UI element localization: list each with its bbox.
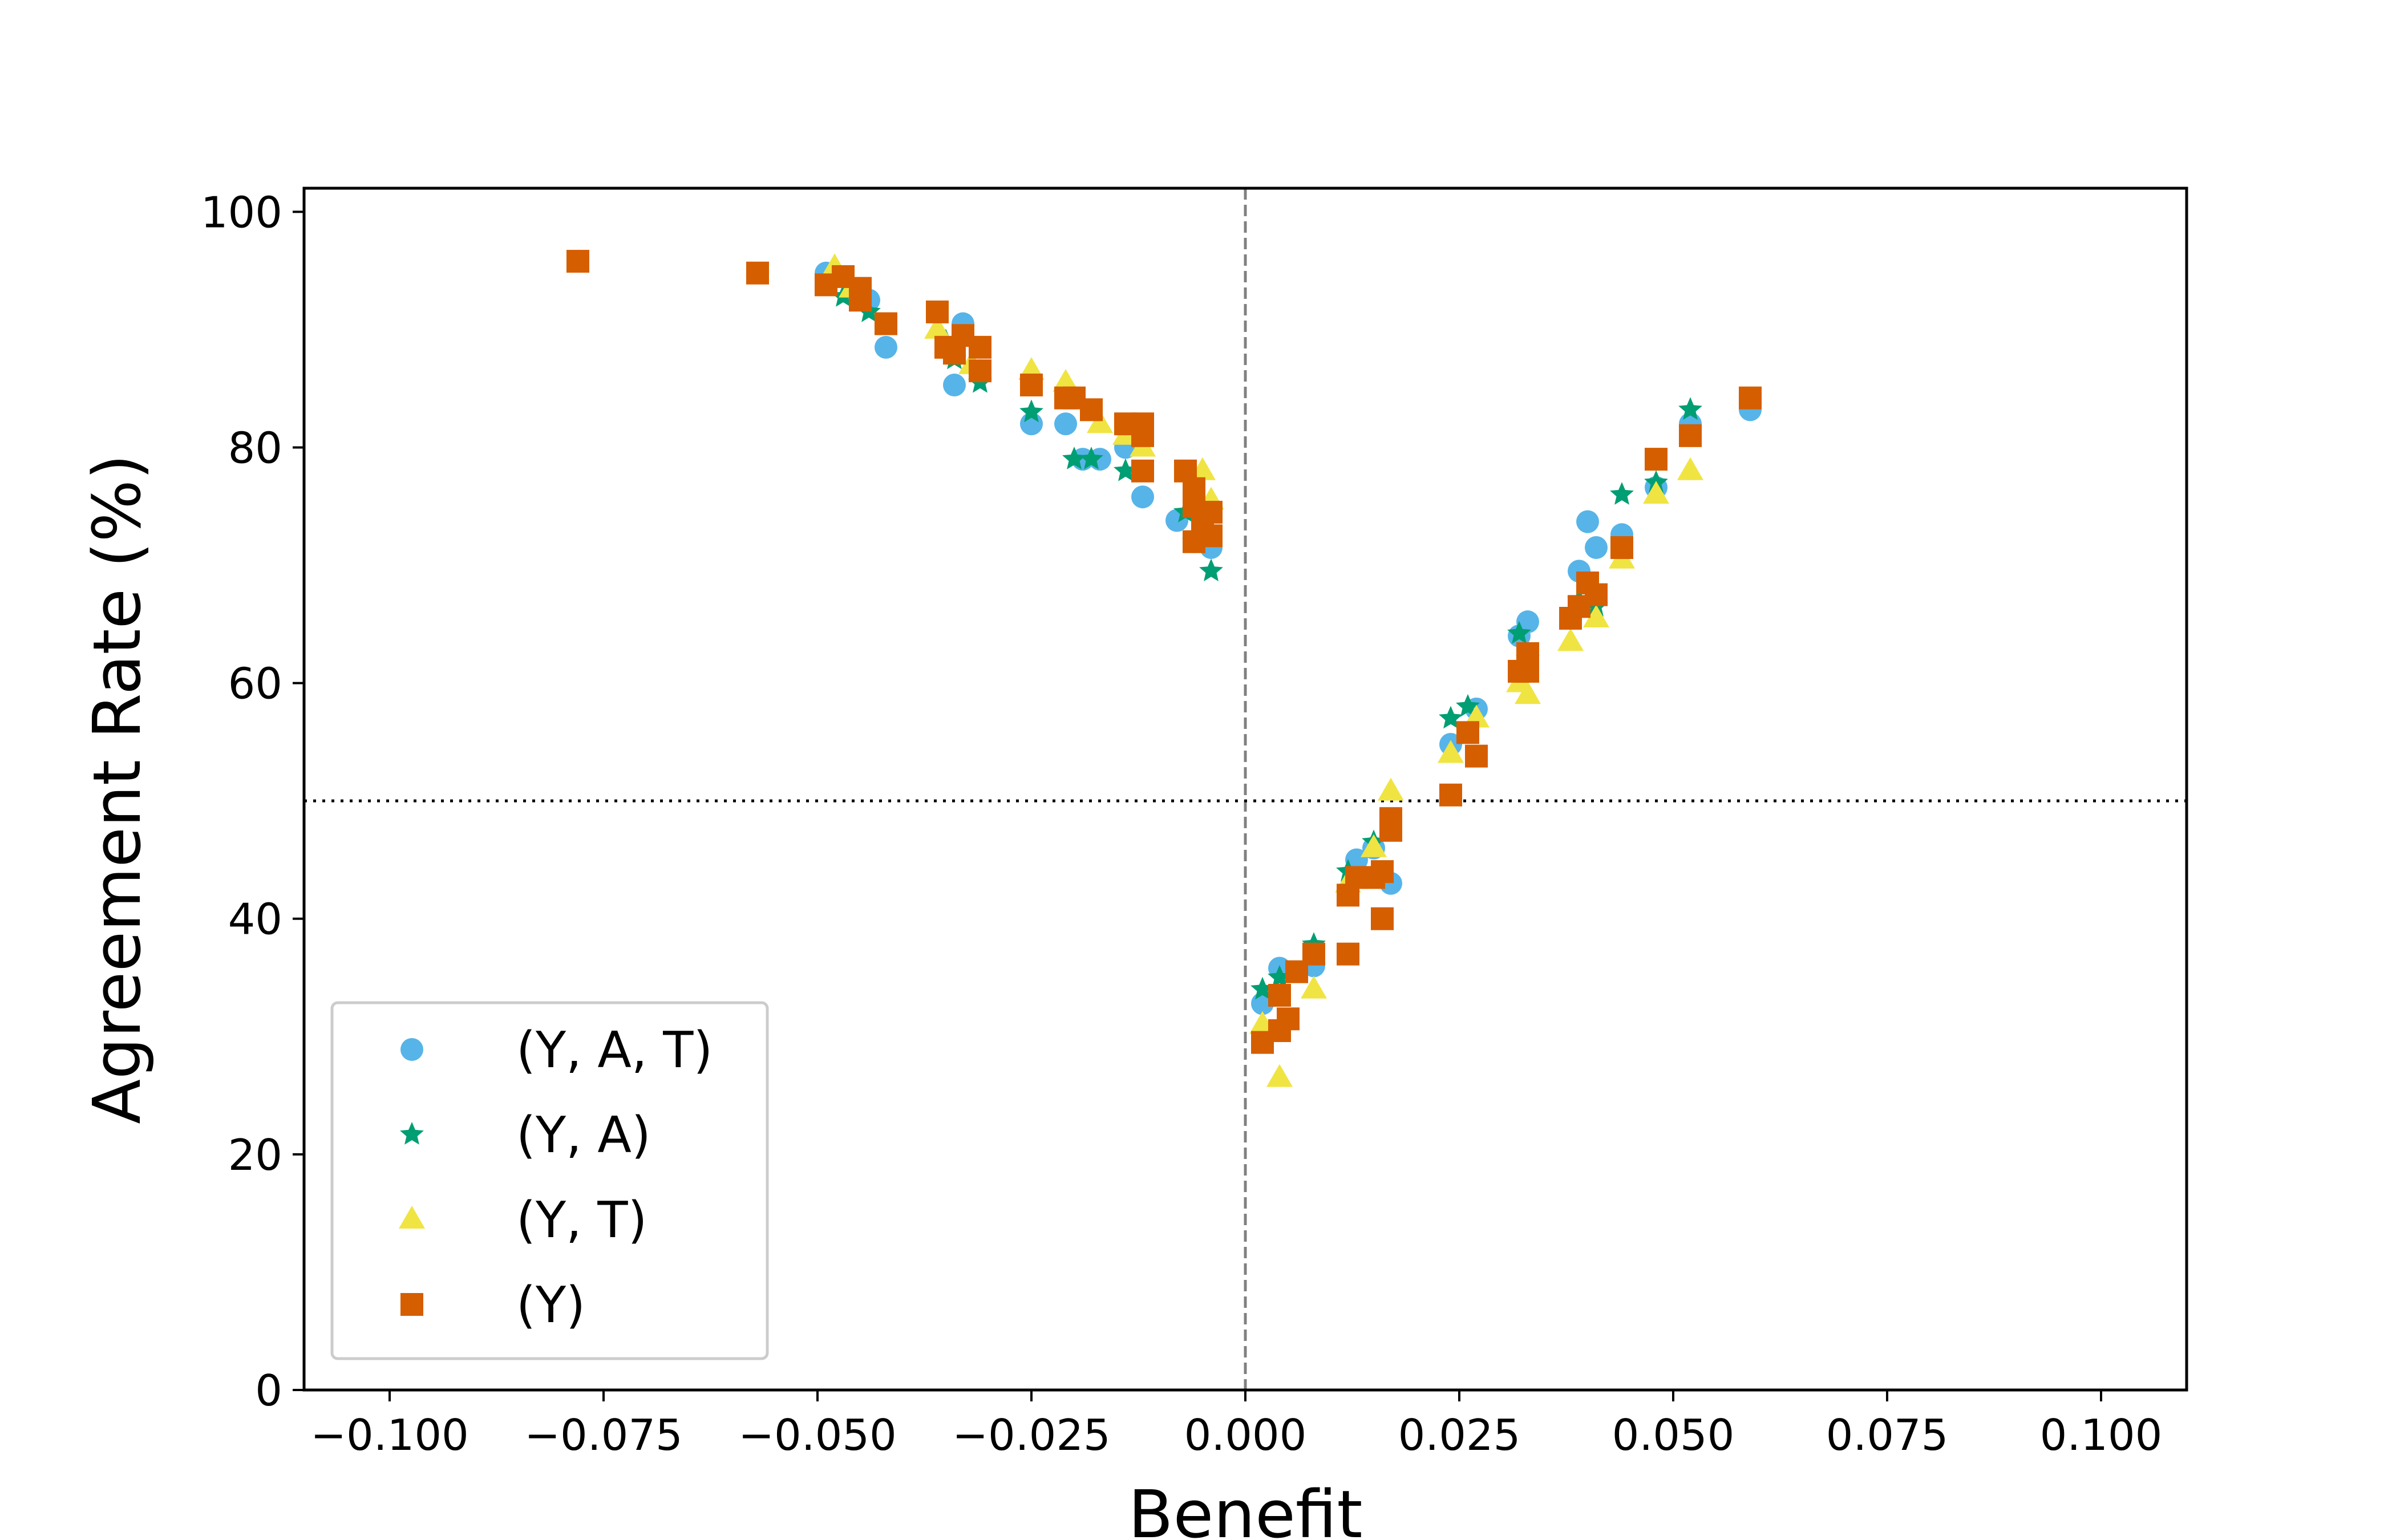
data-point <box>1266 1064 1293 1087</box>
legend-label: (Y, A, T) <box>516 1021 713 1079</box>
data-point <box>1439 783 1462 807</box>
data-point <box>849 289 872 312</box>
x-tick-label: −0.025 <box>952 1410 1111 1460</box>
x-tick-label: 0.050 <box>1612 1410 1735 1460</box>
data-point <box>1054 412 1077 436</box>
data-point <box>1515 681 1541 704</box>
series-3 <box>566 250 1762 1054</box>
y-tick-label: 100 <box>201 187 282 237</box>
data-point <box>1465 744 1488 768</box>
data-point <box>1020 373 1043 396</box>
legend-marker <box>400 1293 423 1316</box>
data-point <box>1131 424 1154 447</box>
series-0 <box>815 261 1762 1015</box>
data-point <box>1516 610 1539 634</box>
x-tick-label: 0.000 <box>1184 1410 1307 1460</box>
legend-marker <box>400 1122 424 1145</box>
legend-label: (Y, A) <box>516 1106 651 1164</box>
data-point <box>1576 510 1599 533</box>
data-point <box>1080 398 1103 422</box>
data-point <box>1585 536 1608 560</box>
data-point <box>566 250 589 273</box>
data-point <box>1277 1007 1300 1031</box>
y-tick-label: 20 <box>228 1130 282 1180</box>
legend-marker <box>400 1038 423 1061</box>
data-point <box>1062 447 1086 469</box>
data-point <box>1345 848 1368 872</box>
data-point <box>746 261 769 285</box>
y-tick-label: 0 <box>255 1365 282 1416</box>
data-point <box>1679 424 1702 447</box>
data-point <box>1019 399 1043 423</box>
data-point <box>1438 740 1464 763</box>
x-tick-label: 0.100 <box>2040 1410 2163 1460</box>
data-point <box>1200 501 1223 524</box>
data-point <box>1516 642 1539 665</box>
legend-item: (Y) <box>400 1276 585 1334</box>
data-point <box>926 300 949 323</box>
data-point <box>1131 459 1154 483</box>
data-point <box>969 335 991 359</box>
data-point <box>1378 777 1404 801</box>
legend-label: (Y, T) <box>516 1191 647 1249</box>
data-point <box>1361 834 1387 857</box>
data-points <box>566 250 1762 1087</box>
data-point <box>1585 583 1608 606</box>
data-point <box>875 312 897 335</box>
data-point <box>1079 447 1103 469</box>
data-point <box>1610 482 1634 505</box>
data-point <box>1739 386 1762 410</box>
data-point <box>1371 860 1394 884</box>
y-tick-label: 80 <box>228 423 282 473</box>
data-point <box>1610 536 1633 560</box>
data-point <box>1678 397 1702 420</box>
data-point <box>1087 410 1113 433</box>
legend-item: (Y, A) <box>400 1106 651 1164</box>
data-point <box>969 359 991 383</box>
data-point <box>924 315 950 339</box>
legend-label: (Y) <box>516 1276 585 1334</box>
y-tick-label: 40 <box>228 894 282 945</box>
data-point <box>1183 530 1205 553</box>
legend-box <box>330 1001 769 1360</box>
y-tick-label: 60 <box>228 659 282 709</box>
x-tick-label: −0.100 <box>310 1410 469 1460</box>
x-tick-label: −0.075 <box>524 1410 683 1460</box>
data-point <box>943 373 966 396</box>
data-point <box>1268 983 1291 1007</box>
data-point <box>1337 942 1359 966</box>
y-axis-label: Agreement Rate (%) <box>79 454 156 1124</box>
data-point <box>1053 368 1079 392</box>
legend-item: (Y, T) <box>399 1191 647 1249</box>
data-point <box>1301 975 1327 999</box>
x-axis-ticks: −0.100 −0.075 −0.050 −0.025 0.000 0.025 0.050 0… <box>310 1390 2162 1460</box>
data-point <box>1677 457 1703 480</box>
legend: (Y, A, T) (Y, A) (Y, T) (Y) <box>330 1001 769 1360</box>
reference-lines <box>304 188 2187 1390</box>
data-point <box>875 335 897 359</box>
data-point <box>1507 621 1531 644</box>
data-point <box>1131 485 1154 509</box>
legend-item: (Y, A, T) <box>400 1021 713 1079</box>
x-tick-label: 0.025 <box>1398 1410 1521 1460</box>
x-axis-label: Benefit <box>1128 1477 1363 1540</box>
x-tick-label: −0.050 <box>738 1410 897 1460</box>
legend-marker <box>399 1206 425 1229</box>
data-point <box>1557 628 1584 651</box>
data-point <box>1645 448 1668 471</box>
data-point <box>1371 907 1394 930</box>
y-axis-ticks: 0 20 40 60 80 100 <box>201 187 304 1416</box>
x-tick-label: 0.075 <box>1826 1410 1949 1460</box>
data-point <box>1379 807 1402 830</box>
data-point <box>1199 558 1223 582</box>
data-point <box>1583 604 1609 627</box>
data-point <box>1302 942 1325 966</box>
data-point <box>1643 481 1669 504</box>
data-point <box>1456 721 1479 744</box>
